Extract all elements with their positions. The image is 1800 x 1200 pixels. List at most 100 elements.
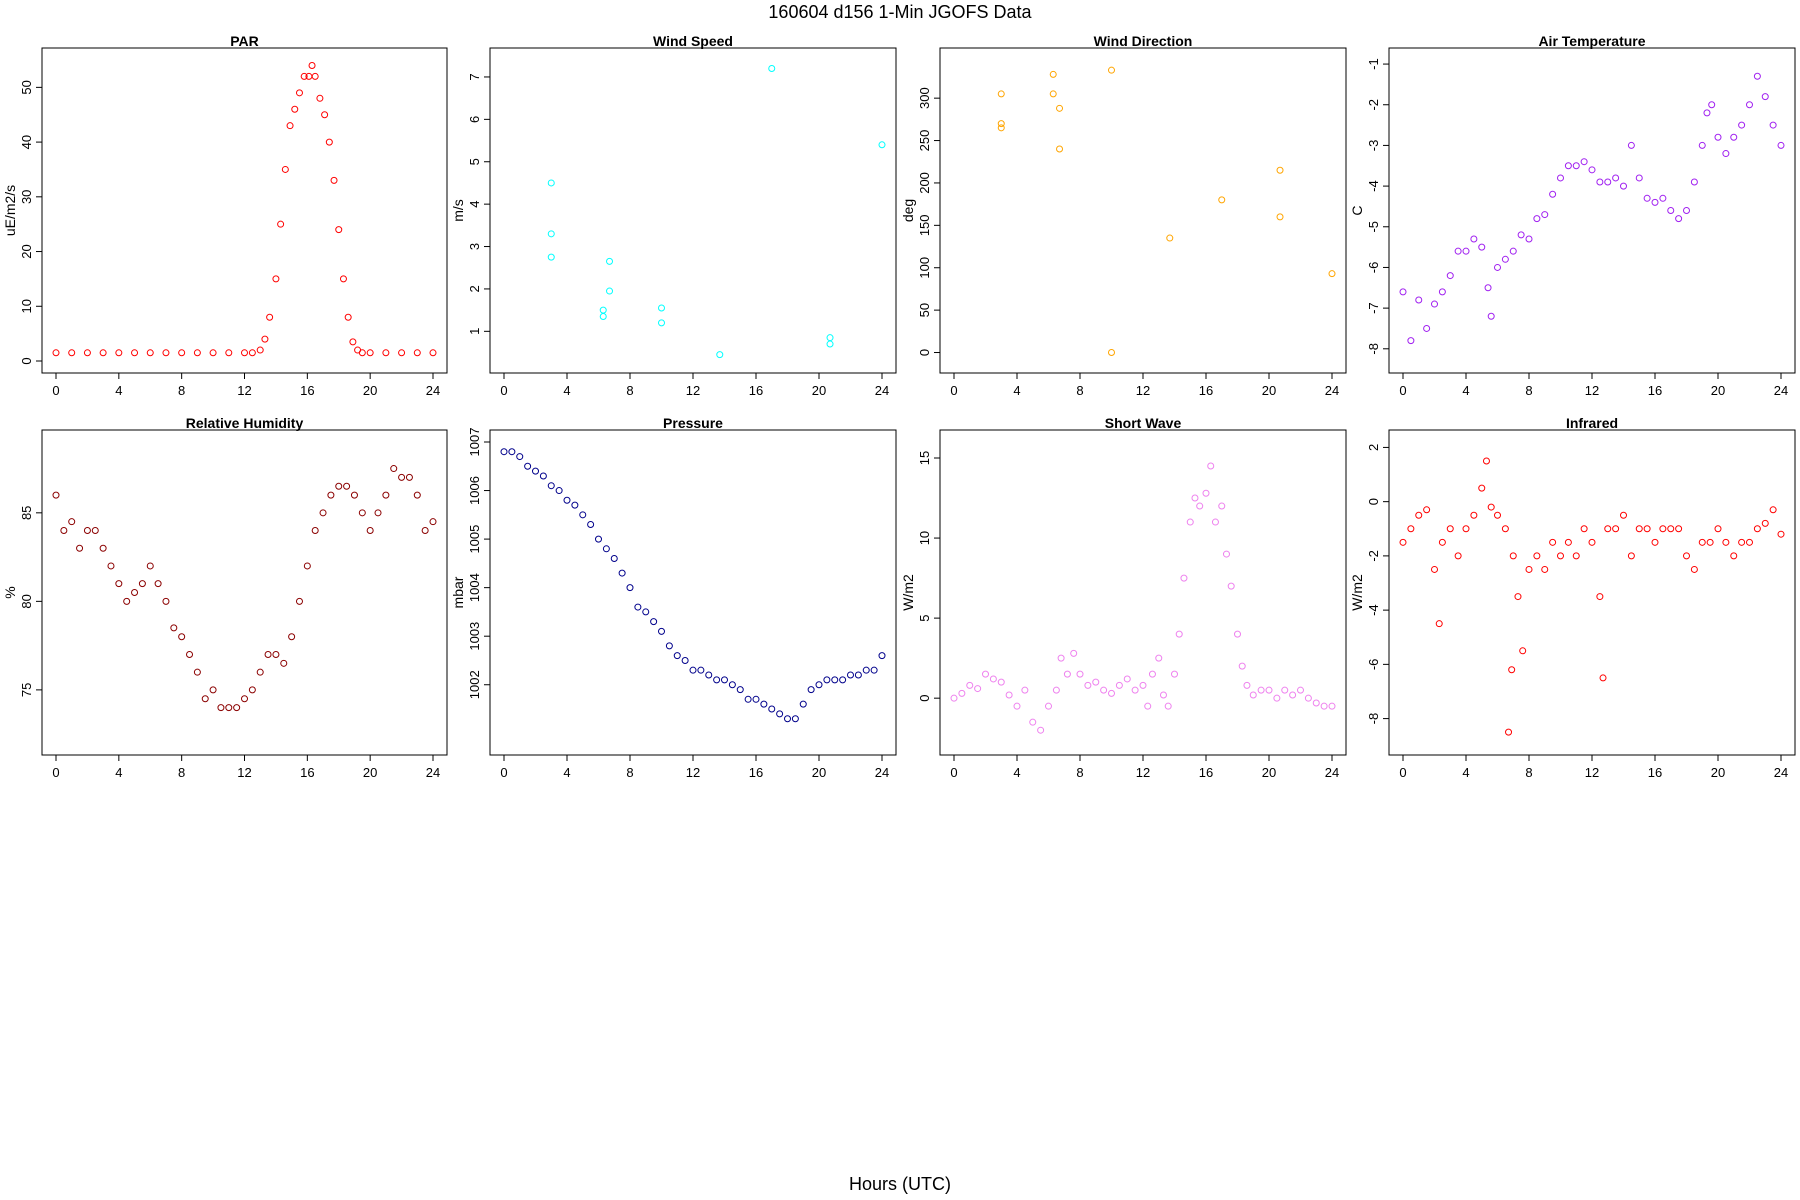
x-tick-label: 12 xyxy=(1136,765,1150,780)
data-point xyxy=(1100,686,1108,694)
y-tick-label: 10 xyxy=(19,299,34,313)
data-point xyxy=(1514,593,1522,601)
data-point xyxy=(330,176,338,184)
data-point xyxy=(532,467,539,475)
data-point xyxy=(1627,552,1635,560)
data-point xyxy=(1446,272,1454,280)
data-point xyxy=(1423,324,1431,332)
x-tick-label: 8 xyxy=(178,765,185,780)
data-point xyxy=(1166,234,1174,242)
y-tick-label: 20 xyxy=(19,244,34,258)
y-tick-label: 0 xyxy=(1366,498,1381,505)
data-point xyxy=(1612,174,1620,182)
x-tick-label: 12 xyxy=(237,383,251,398)
data-point xyxy=(1328,270,1336,278)
data-point xyxy=(547,482,555,490)
data-point xyxy=(1533,552,1541,560)
data-point xyxy=(358,509,366,517)
data-point xyxy=(997,120,1005,128)
data-point xyxy=(1320,702,1328,710)
data-point xyxy=(1722,150,1730,158)
data-point xyxy=(1289,691,1297,699)
y-tick-label: 4 xyxy=(467,201,482,208)
data-point xyxy=(602,545,610,553)
data-point xyxy=(398,473,406,481)
data-point xyxy=(1667,525,1675,533)
y-tick-label: 1003 xyxy=(467,622,482,651)
data-point xyxy=(1243,681,1251,689)
data-point xyxy=(1108,66,1115,74)
data-point xyxy=(277,220,285,228)
data-point xyxy=(398,349,406,357)
y-tick-label: 75 xyxy=(19,683,34,697)
data-point xyxy=(1714,525,1722,533)
data-point xyxy=(1186,518,1194,526)
panel-title: Infrared xyxy=(1566,415,1618,431)
data-point xyxy=(1635,525,1643,533)
data-point xyxy=(606,257,614,265)
x-tick-label: 20 xyxy=(1262,383,1276,398)
y-axis-label: C xyxy=(1349,205,1365,215)
points-short-wave xyxy=(950,462,1336,734)
data-point xyxy=(1599,674,1607,682)
data-point xyxy=(358,349,366,357)
data-point xyxy=(878,652,886,660)
data-point xyxy=(1620,511,1627,519)
y-tick-label: -2 xyxy=(1366,550,1381,562)
data-point xyxy=(563,496,571,504)
x-tick-label: 0 xyxy=(1399,765,1406,780)
data-point xyxy=(1572,162,1580,170)
panel-relative-humidity: Relative Humidity% 0 4 8 12 16 20 24 75 80 85 xyxy=(2,415,448,780)
data-point xyxy=(193,668,201,676)
data-point xyxy=(716,351,724,359)
data-point xyxy=(1675,525,1683,533)
x-tick-label: 0 xyxy=(950,383,957,398)
x-tick-label: 12 xyxy=(686,383,700,398)
x-tick-label: 8 xyxy=(1525,765,1532,780)
data-point xyxy=(1462,525,1470,533)
x-tick-label: 8 xyxy=(626,765,633,780)
y-axis-label: W/m2 xyxy=(1349,574,1365,611)
x-tick-label: 4 xyxy=(563,765,570,780)
data-point xyxy=(1435,620,1443,628)
data-point xyxy=(1423,506,1431,514)
data-point xyxy=(1021,686,1029,694)
data-point xyxy=(1557,174,1564,182)
data-point xyxy=(826,340,834,348)
data-point xyxy=(1281,686,1289,694)
data-point xyxy=(673,652,681,660)
data-point xyxy=(193,349,201,357)
data-point xyxy=(831,676,839,684)
plot-frame xyxy=(1388,429,1796,756)
data-point xyxy=(1108,689,1115,697)
data-point xyxy=(524,462,532,470)
data-point xyxy=(1207,462,1215,470)
data-point xyxy=(1517,231,1525,239)
panel-title: PAR xyxy=(230,33,259,49)
x-tick-label: 0 xyxy=(52,383,59,398)
data-point xyxy=(264,650,272,658)
x-tick-label: 20 xyxy=(812,383,826,398)
data-point xyxy=(1056,145,1064,153)
y-axis-label: deg xyxy=(900,199,916,222)
data-point xyxy=(311,527,319,535)
data-point xyxy=(131,589,139,596)
data-point xyxy=(768,64,776,72)
data-point xyxy=(1297,686,1304,694)
data-point xyxy=(178,633,186,641)
y-tick-label: 85 xyxy=(19,506,34,520)
x-tick-label: 24 xyxy=(1774,765,1788,780)
y-tick-label: 250 xyxy=(917,130,932,152)
data-point xyxy=(721,676,728,684)
y-tick-label: -8 xyxy=(1366,343,1381,355)
data-point xyxy=(989,675,997,683)
x-tick-label: 0 xyxy=(950,765,957,780)
data-point xyxy=(344,313,352,321)
data-point xyxy=(1487,312,1495,320)
y-axis-label: m/s xyxy=(450,199,466,222)
data-point xyxy=(291,105,299,113)
data-point xyxy=(1541,211,1549,219)
data-point xyxy=(1541,565,1549,573)
panel-title: Wind Speed xyxy=(653,33,733,49)
data-point xyxy=(272,650,280,658)
